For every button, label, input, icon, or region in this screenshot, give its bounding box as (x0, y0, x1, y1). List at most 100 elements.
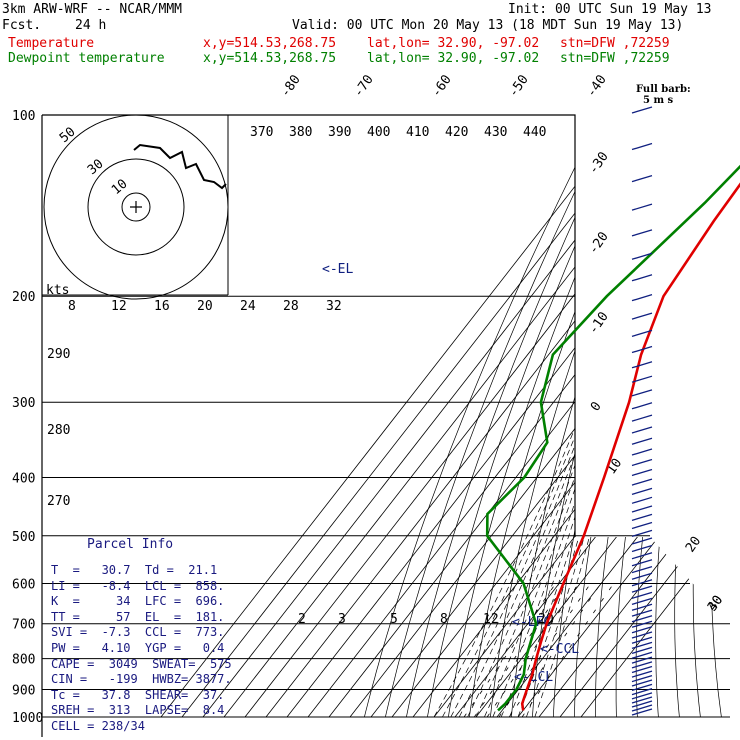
speed-tick-label: 32 (326, 299, 342, 314)
theta-label: 440 (523, 125, 546, 140)
speed-tick-label: 16 (154, 299, 170, 314)
wind-barb (631, 361, 653, 369)
isotherm-line (580, 115, 730, 718)
dry-adiabat-label: 290 (47, 347, 70, 362)
wind-barb (631, 585, 653, 593)
wind-barb (631, 683, 653, 691)
dry-adiabat (490, 115, 667, 718)
speed-tick-label: 20 (197, 299, 213, 314)
temperature-profile (520, 182, 740, 711)
dry-adiabat (469, 115, 656, 718)
dry-adiabat (674, 115, 730, 718)
wind-barb (631, 572, 653, 580)
isotherm-label: -40 (584, 72, 610, 100)
wind-barb (631, 597, 653, 605)
wind-barb (631, 591, 653, 599)
wind-barb (631, 696, 653, 704)
wind-barb (631, 679, 653, 687)
isotherm-label: -50 (506, 72, 532, 100)
wind-barb (631, 670, 653, 678)
parcel-info-row: Tc = 37.8 SHEAR= 37. (51, 687, 225, 702)
wind-barb (631, 437, 653, 445)
hodograph-trace (133, 143, 227, 190)
dry-adiabat (364, 115, 602, 718)
wind-barb (631, 636, 653, 644)
hodograph-ring (87, 158, 185, 256)
parcel-info-box: Parcel Info T = 30.7 Td = 21.1 LI = -8.4 … (47, 537, 232, 733)
dewpoint-legend: Dewpoint temperature (8, 51, 165, 66)
wind-barb (631, 615, 653, 623)
wind-barb (631, 505, 653, 513)
dry-adiabat (427, 115, 634, 718)
barb-key-value: 5 m s (643, 95, 674, 106)
dry-adiabat (728, 115, 730, 718)
speed-tick-label: 24 (240, 299, 256, 314)
wind-barb (631, 687, 653, 696)
parcel-info-row: SREH = 313 LAPSE= 8.4 (51, 703, 225, 718)
speed-tick-label: 8 (68, 299, 76, 314)
level-annotation: <-LFC (512, 615, 551, 630)
dry-adiabat (385, 115, 613, 718)
wind-barb (631, 692, 653, 700)
valid-time: Valid: 00 UTC Mon 20 May 13 (18 MDT Sun … (292, 18, 684, 33)
isotherm-line (244, 115, 715, 718)
hodograph-center (130, 201, 142, 213)
wind-barb (631, 521, 653, 530)
dry-adiabat-label: 270 (47, 494, 70, 509)
forecast-label: Fcst. (2, 18, 42, 33)
parcel-info-row: LI = -8.4 LCL = 858. (51, 578, 225, 593)
isotherm-line (223, 115, 694, 718)
hodograph-ring (121, 192, 151, 222)
wind-barb (631, 345, 653, 354)
pressure-label: 500 (12, 530, 35, 545)
model-title: 3km ARW-WRF -- NCAR/MMM (2, 2, 183, 17)
isotherm-label: 0 (588, 399, 605, 414)
pressure-label: 700 (12, 618, 35, 633)
hodograph-ring (43, 114, 229, 300)
wind-barb (631, 603, 653, 611)
dry-adiabat (655, 115, 730, 718)
hodograph-unit: kts (46, 283, 69, 298)
mixing-ratio-label: 2 (298, 612, 306, 627)
temperature-latlon: lat,lon= 32.90, -97.02 (367, 36, 540, 51)
dewpoint-latlon: lat,lon= 32.90, -97.02 (367, 51, 540, 66)
wind-barb (631, 631, 653, 639)
theta-label: 410 (406, 125, 429, 140)
temperature-legend: Temperature (8, 36, 95, 51)
wind-barb (631, 641, 653, 649)
wind-barb (631, 646, 653, 654)
theta-label: 430 (484, 125, 507, 140)
forecast-value: 24 h (75, 18, 107, 33)
init-time: Init: 00 UTC Sun 19 May 13 (508, 2, 712, 17)
hodograph-ring-label: 30 (85, 157, 107, 179)
pressure-label: 100 (12, 109, 35, 124)
wind-barb (631, 665, 653, 674)
wind-barb (631, 620, 653, 628)
wind-barb (631, 626, 653, 634)
mixing-ratio-label: 5 (390, 612, 398, 627)
wind-barb (631, 106, 653, 114)
pressure-label: 200 (12, 290, 35, 305)
hodograph-ring-label: 10 (109, 177, 131, 199)
dewpoint-profile (485, 164, 740, 712)
wind-barb (631, 478, 653, 486)
pressure-label: 800 (12, 653, 35, 668)
wind-barb (631, 496, 653, 504)
theta-label: 380 (289, 125, 312, 140)
wind-barb (631, 651, 653, 659)
pressure-label: 400 (12, 471, 35, 486)
wind-barb (631, 274, 653, 282)
pressure-label: 900 (12, 683, 35, 698)
parcel-info-row: CELL = 238/34 (51, 719, 145, 733)
wind-barb (631, 312, 653, 320)
sounding-profiles (485, 164, 740, 712)
dry-adiabat (574, 115, 710, 718)
wind-barb (631, 579, 653, 587)
plot-frame (41, 114, 576, 737)
level-annotation: <-CCL (540, 642, 579, 657)
wind-barb (631, 229, 653, 237)
wind-barb (631, 252, 653, 260)
diagram-grid (160, 115, 730, 718)
wind-barb (631, 674, 653, 683)
pressure-label: 1000 (12, 711, 43, 726)
